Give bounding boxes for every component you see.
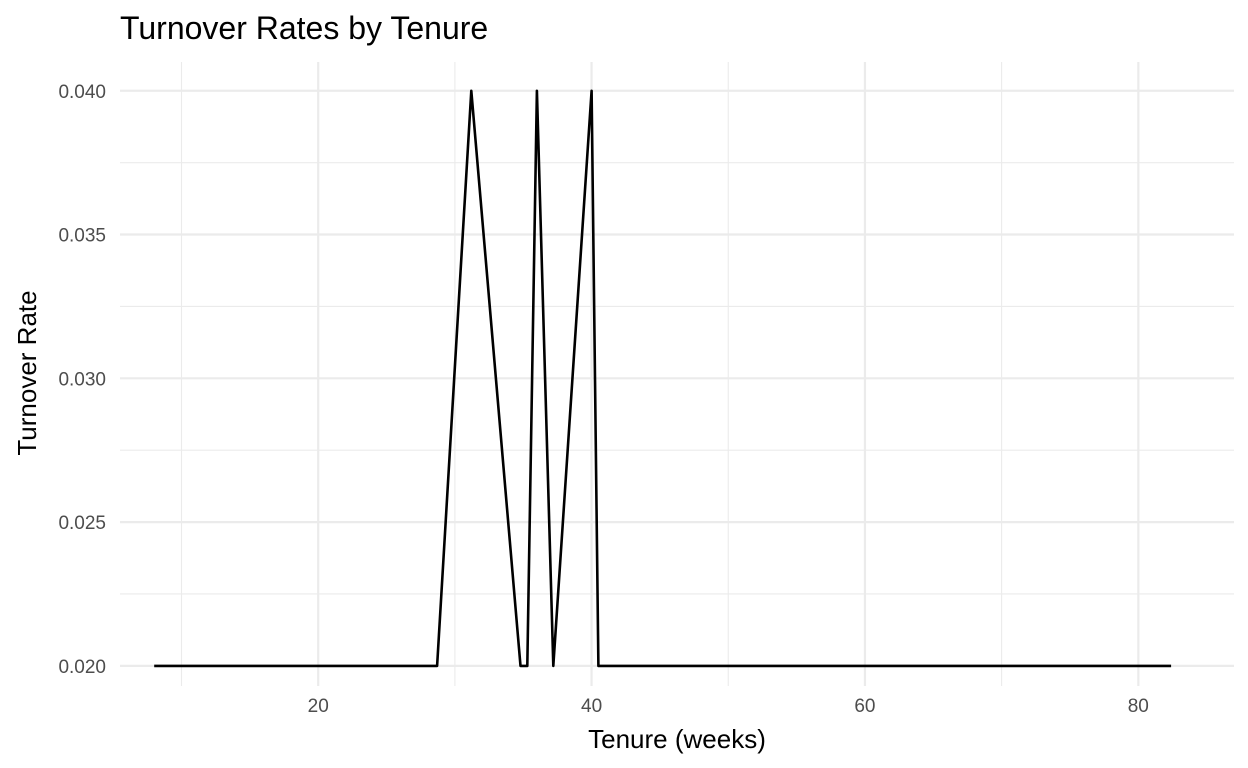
x-axis-title: Tenure (weeks): [588, 724, 766, 754]
y-tick-label: 0.030: [58, 369, 106, 390]
y-axis-title: Turnover Rate: [12, 290, 42, 455]
y-tick-label: 0.020: [58, 657, 106, 678]
x-tick-label: 20: [308, 696, 329, 717]
series-line: [154, 89, 1172, 668]
y-tick-label: 0.035: [58, 226, 106, 247]
x-tick-label: 80: [1128, 696, 1149, 717]
x-tick-label: 60: [854, 696, 875, 717]
y-axis-ticks: 0.020 0.025 0.030 0.035 0.040: [58, 82, 106, 678]
x-tick-label: 40: [581, 696, 602, 717]
chart-title: Turnover Rates by Tenure: [120, 10, 488, 46]
x-axis-ticks: 20 40 60 80: [308, 696, 1149, 717]
series-lines: [154, 89, 1172, 668]
y-tick-label: 0.025: [58, 513, 106, 534]
grid-lines: [120, 62, 1234, 686]
y-tick-label: 0.040: [58, 82, 106, 103]
